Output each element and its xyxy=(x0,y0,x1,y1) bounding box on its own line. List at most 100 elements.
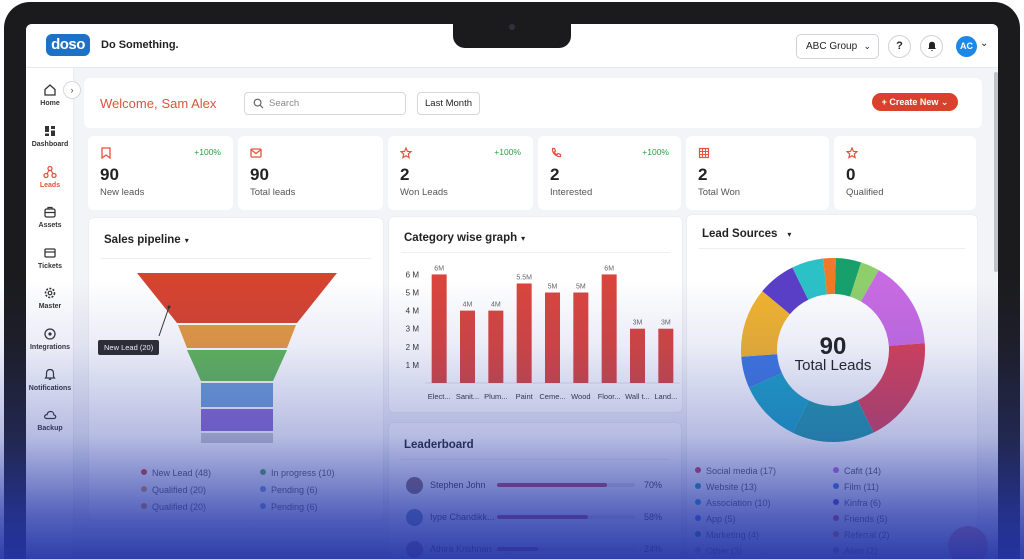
bar[interactable] xyxy=(658,328,674,383)
legend-label: App (5) xyxy=(706,514,736,524)
bar-data-label: 3M xyxy=(633,320,643,327)
bar-data-label: 5M xyxy=(548,284,558,291)
avatar[interactable]: AC xyxy=(956,36,977,57)
caret-down-icon: ▾ xyxy=(521,234,526,243)
funnel-tooltip: New Lead (20) xyxy=(98,340,160,355)
bar[interactable] xyxy=(601,274,617,383)
legend-swatch xyxy=(695,515,701,521)
funnel-stage[interactable] xyxy=(201,383,273,407)
leaderboard-row[interactable]: Athira Krishnan 24% xyxy=(403,539,667,559)
funnel-stage[interactable] xyxy=(201,433,273,443)
bar[interactable] xyxy=(460,310,475,383)
legend-label: Kinfra (6) xyxy=(844,498,882,508)
chevron-down-icon[interactable]: ⌄ xyxy=(980,38,989,49)
leaderboard-name: Stephen John xyxy=(430,480,486,490)
org-selector[interactable]: ABC Group ⌄ xyxy=(796,34,879,59)
stat-label: Interested xyxy=(550,187,593,198)
search-input[interactable]: Search xyxy=(244,92,406,115)
stat-card[interactable]: 90 Total leads xyxy=(238,136,383,210)
bar[interactable] xyxy=(630,328,645,383)
stat-card[interactable]: +100% 2 Interested xyxy=(538,136,681,210)
help-button[interactable]: ? xyxy=(888,35,911,58)
sales-pipeline-panel: Sales pipeline ▾ New Lead (48) Qualified (… xyxy=(88,217,384,521)
legend-label: Friends (5) xyxy=(844,514,888,524)
sidebar-item-leads[interactable]: Leads xyxy=(26,165,74,189)
leaderboard-row[interactable]: Iype Chandikk... 58% xyxy=(403,507,667,527)
sidebar-item-tickets[interactable]: Tickets xyxy=(26,246,74,270)
notifications-button[interactable] xyxy=(920,35,943,58)
legend-label: Qualified (20) xyxy=(152,485,207,495)
stat-card[interactable]: 0 Qualified xyxy=(834,136,976,210)
search-placeholder: Search xyxy=(269,98,300,109)
sidebar-item-notifications[interactable]: Notifications xyxy=(26,368,74,392)
legend-swatch xyxy=(695,547,701,553)
panel-title[interactable]: Sales pipeline ▾ xyxy=(104,234,189,246)
leaderboard-row[interactable]: Stephen John 70% xyxy=(403,475,667,495)
period-filter-button[interactable]: Last Month xyxy=(417,92,480,115)
divider xyxy=(401,459,669,460)
sidebar-item-assets[interactable]: Assets xyxy=(26,205,74,229)
sidebar-item-dashboard[interactable]: Dashboard xyxy=(26,124,74,148)
bar[interactable] xyxy=(516,283,532,383)
assets-icon xyxy=(44,206,56,218)
stat-card[interactable]: +100% 90 New leads xyxy=(88,136,233,210)
phone-icon xyxy=(550,146,562,164)
x-tick-label: Elect... xyxy=(428,392,451,401)
category-bar-chart: 1 M 2 M 3 M 4 M 5 M 6 M 6M Elect... 4M Sanit... 4M… xyxy=(406,265,680,401)
sidebar-collapse-button[interactable]: › xyxy=(63,81,81,99)
panel-title[interactable]: Lead Sources ▾ xyxy=(702,228,791,240)
bar[interactable] xyxy=(573,292,589,383)
page-scrollbar[interactable] xyxy=(994,72,998,272)
legend-item: Kinfra (6) xyxy=(833,498,881,508)
sidebar-item-label: Dashboard xyxy=(31,141,69,148)
leads-icon xyxy=(43,165,57,179)
bar[interactable] xyxy=(545,292,560,383)
funnel-stage[interactable] xyxy=(187,350,287,381)
funnel-stage[interactable] xyxy=(137,273,337,323)
legend-label: Pending (6) xyxy=(271,502,318,512)
legend-swatch xyxy=(141,503,147,509)
panel-title[interactable]: Category wise graph ▾ xyxy=(404,232,525,244)
stat-card[interactable]: 2 Total Won xyxy=(686,136,829,210)
y-tick-label: 5 M xyxy=(406,289,420,298)
category-title: Category wise graph xyxy=(404,232,518,244)
bar[interactable] xyxy=(488,310,504,383)
bar[interactable] xyxy=(431,274,447,383)
calendar-icon xyxy=(698,146,710,164)
legend-label: Pending (6) xyxy=(271,485,318,495)
welcome-bar: Welcome, Sam Alex Search Last Month + Cr… xyxy=(84,78,982,128)
chat-button[interactable] xyxy=(948,526,988,559)
sidebar-item-integrations[interactable]: Integrations xyxy=(26,327,74,351)
welcome-greeting: Welcome, xyxy=(100,96,158,111)
y-tick-label: 2 M xyxy=(406,343,420,352)
leaderboard-name: Athira Krishnan xyxy=(430,544,492,554)
app-logo[interactable]: doso xyxy=(46,34,90,56)
ticket-icon xyxy=(44,248,56,258)
funnel-stage[interactable] xyxy=(178,325,296,348)
legend-label: Other (3) xyxy=(706,546,743,556)
create-new-button[interactable]: + Create New ⌄ xyxy=(872,93,958,111)
stat-delta: +100% xyxy=(494,147,521,157)
legend-label: Alien (2) xyxy=(844,546,878,556)
sidebar-item-master[interactable]: Master xyxy=(26,286,74,310)
bar-data-label: 3M xyxy=(661,320,671,327)
brand-name: Do Something. xyxy=(101,39,179,51)
sidebar-item-backup[interactable]: Backup xyxy=(26,408,74,432)
caret-down-icon: ▾ xyxy=(184,236,189,245)
stat-card[interactable]: +100% 2 Won Leads xyxy=(388,136,533,210)
stat-label: Total leads xyxy=(250,187,296,198)
x-tick-label: Sanit... xyxy=(456,392,479,401)
legend-label: Website (13) xyxy=(706,482,757,492)
legend-swatch xyxy=(695,499,701,505)
stat-delta: +100% xyxy=(194,147,221,157)
dashboard-icon xyxy=(45,126,55,136)
funnel-stage[interactable] xyxy=(201,409,273,431)
pipeline-title: Sales pipeline xyxy=(104,234,181,246)
stat-label: Qualified xyxy=(846,187,884,198)
camera-notch xyxy=(453,20,571,48)
legend-swatch xyxy=(833,531,839,537)
sidebar-item-label: Home xyxy=(40,100,60,107)
sidebar-item-label: Leads xyxy=(39,182,61,189)
y-tick-label: 4 M xyxy=(406,307,420,316)
avatar xyxy=(406,509,423,526)
